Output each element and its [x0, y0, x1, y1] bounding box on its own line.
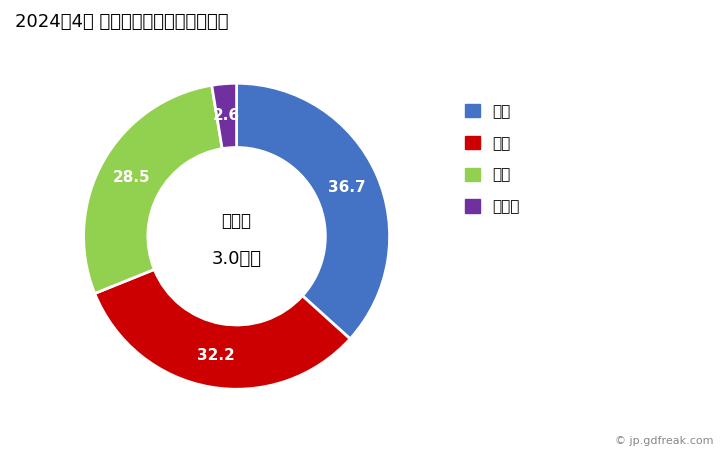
Text: © jp.gdfreak.com: © jp.gdfreak.com [615, 436, 713, 446]
Text: 36.7: 36.7 [328, 180, 366, 195]
Wedge shape [212, 83, 237, 148]
Text: 総　額: 総 額 [221, 212, 252, 230]
Legend: 香港, 米国, 中国, その他: 香港, 米国, 中国, その他 [459, 98, 526, 220]
Wedge shape [237, 83, 389, 339]
Text: 32.2: 32.2 [197, 348, 234, 363]
Text: 28.5: 28.5 [112, 170, 150, 184]
Text: 2.6: 2.6 [213, 108, 240, 123]
Text: 3.0億円: 3.0億円 [212, 250, 261, 268]
Text: 2024年4月 輸出相手国のシェア（％）: 2024年4月 輸出相手国のシェア（％） [15, 14, 228, 32]
Wedge shape [95, 270, 350, 389]
Wedge shape [84, 86, 222, 293]
